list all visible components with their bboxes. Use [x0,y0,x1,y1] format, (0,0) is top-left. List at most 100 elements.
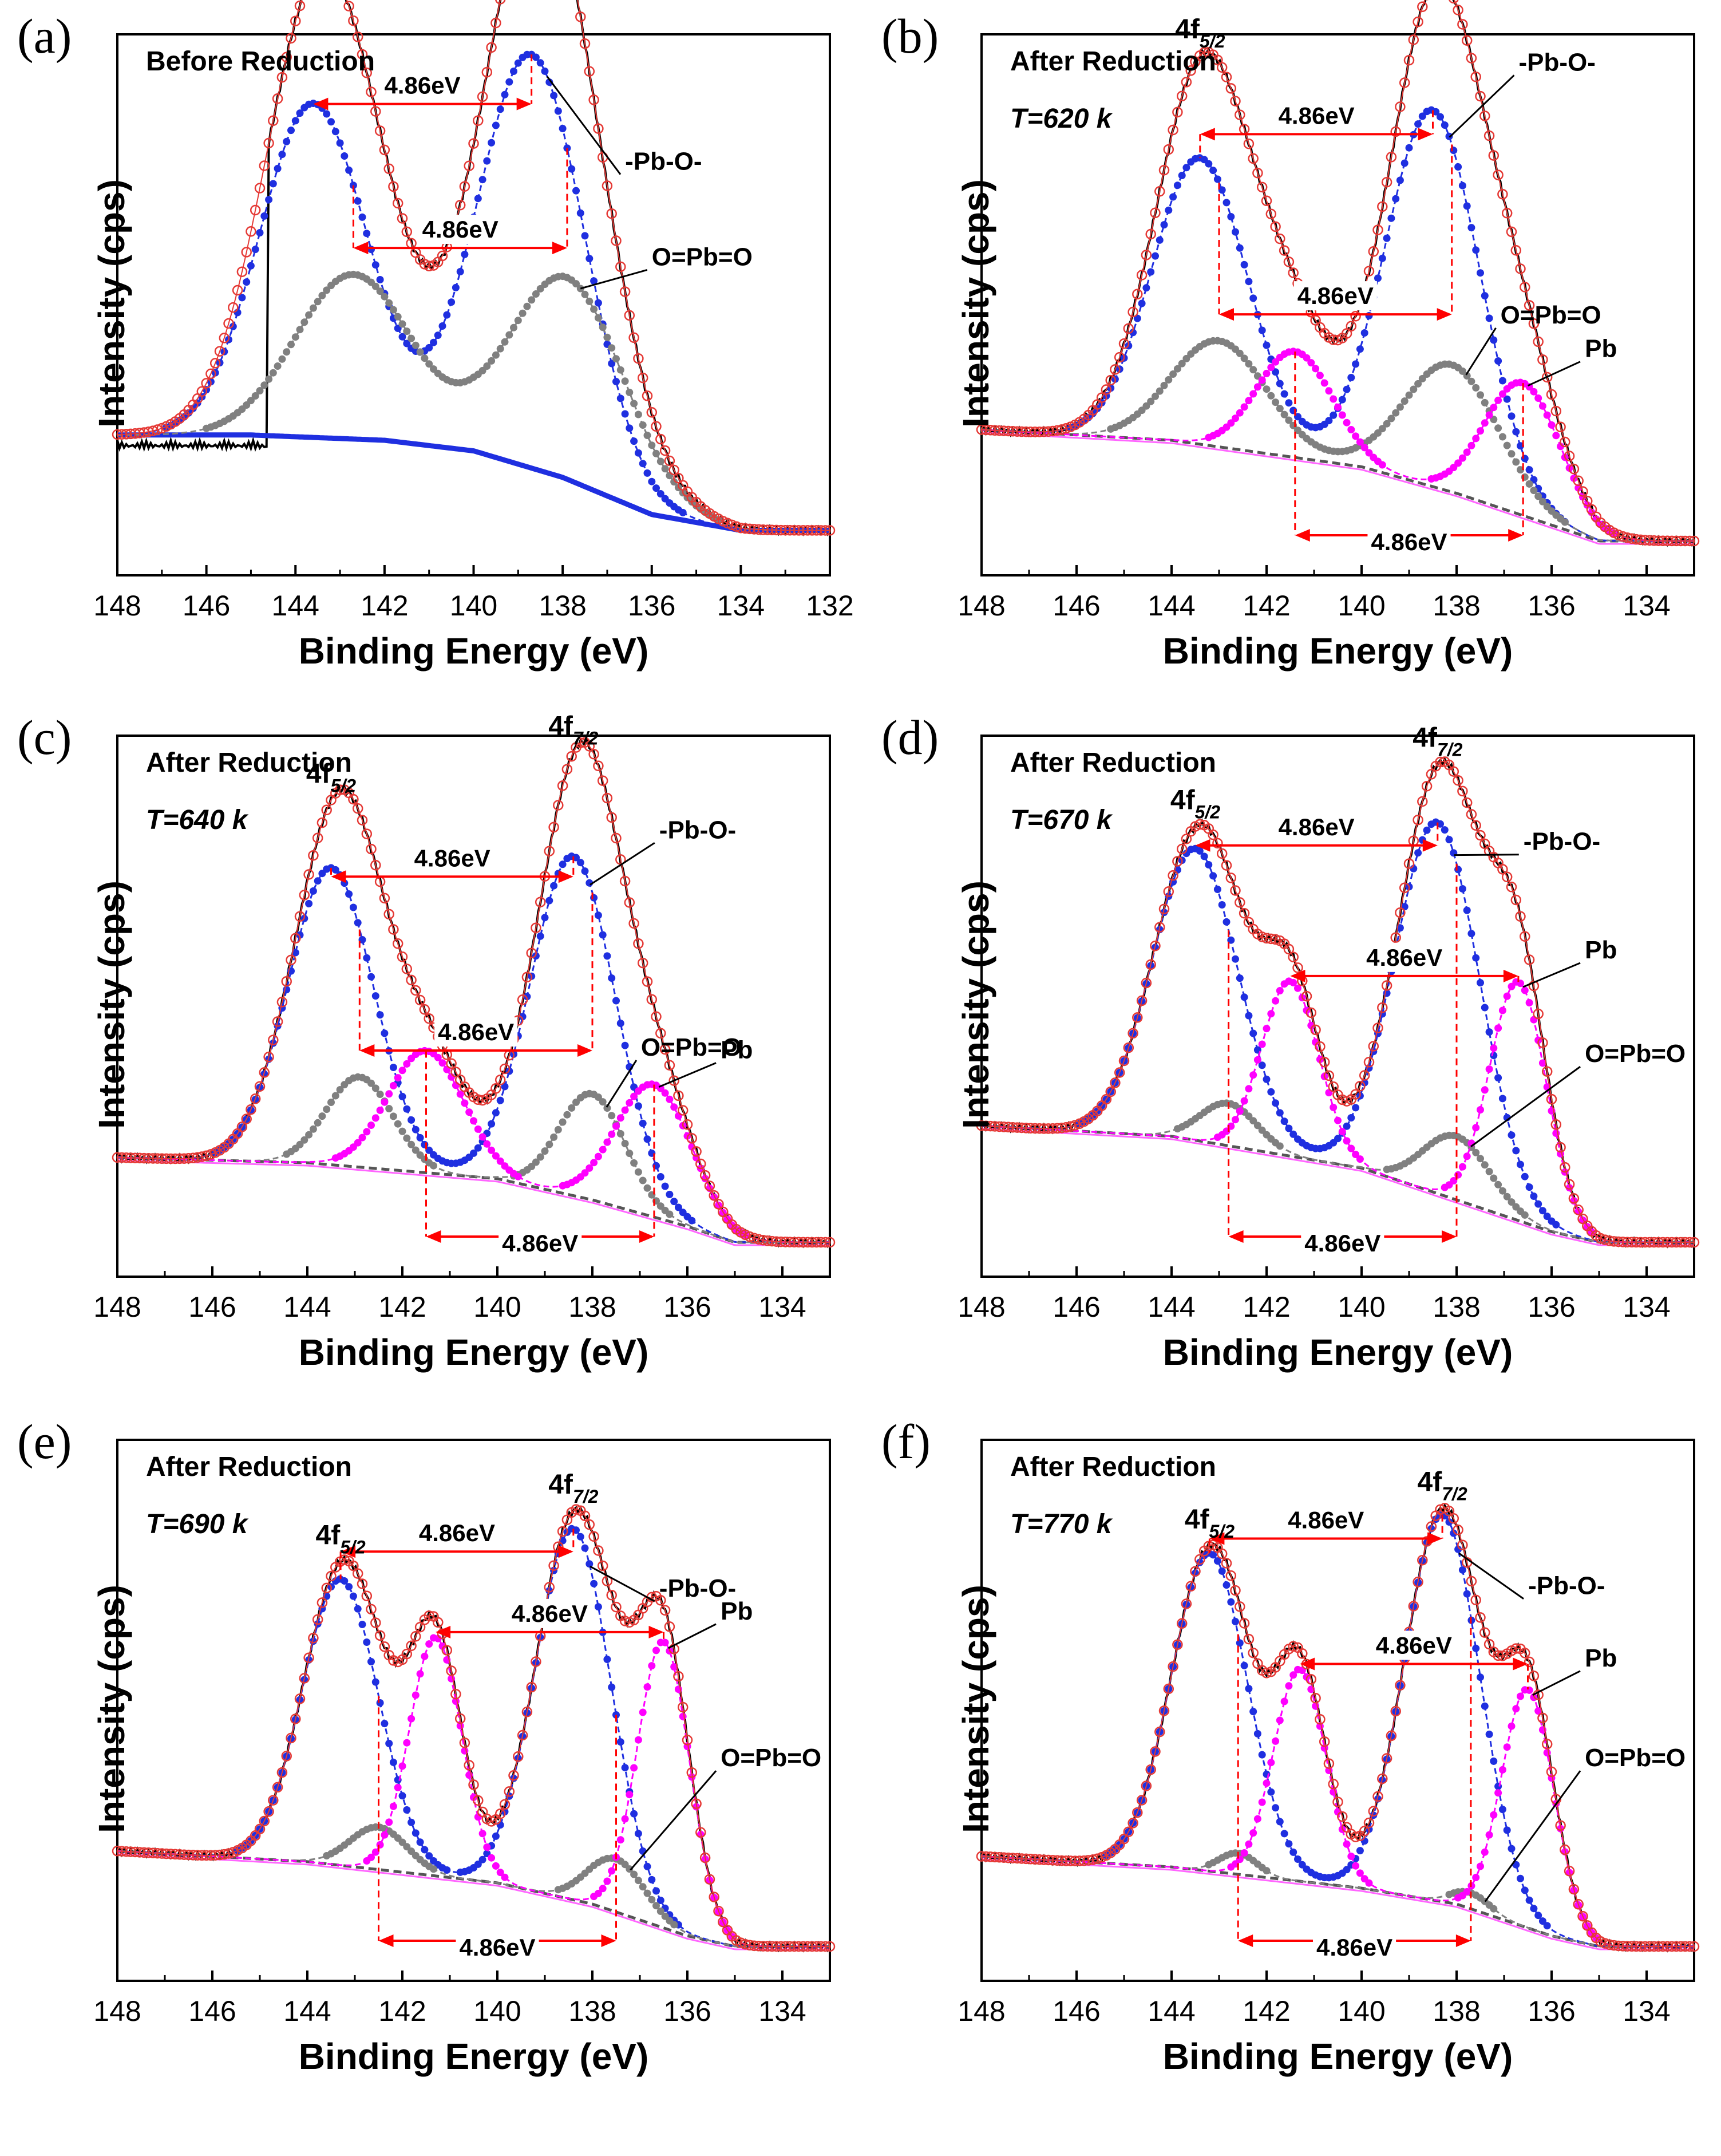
envelope-point [1305,1007,1317,1018]
envelope-point [446,1665,457,1676]
delta-label: 4.86eV [1279,814,1355,840]
component-point [1454,1545,1462,1553]
component-point [1232,955,1239,963]
species-label-pbo: -Pb-O- [625,148,702,176]
component-point [643,1135,651,1143]
delta-label: 4.86eV [438,1018,514,1045]
envelope-point [566,751,577,762]
envelope-point [686,1767,698,1778]
envelope-point [1150,1746,1161,1757]
component-point [661,1638,669,1646]
envelope-point [1573,475,1584,487]
component-point [541,914,549,922]
component-point [1330,1103,1338,1111]
envelope-point [1118,1055,1130,1067]
envelope-point [450,1688,461,1700]
envelope-point [1127,306,1138,318]
component-point [371,992,379,1000]
component-point [545,1140,553,1148]
component-point [1441,826,1449,834]
component-point [1152,392,1159,400]
component-point [430,1162,437,1170]
component-point [403,1105,411,1113]
component-point [238,294,246,302]
component-point [403,1739,411,1747]
plot-svg: 148 146 144 142 140 138 136 134 4.86eV 4.86eV 4.86… [958,1439,1700,2027]
envelope-point [588,1531,599,1542]
envelope-point [1377,1002,1388,1013]
envelope-point [1145,1764,1156,1775]
component-point [1525,1686,1533,1694]
component-point [643,1184,651,1192]
component-point [581,290,589,298]
component-point [274,362,282,370]
component-point [1498,1006,1506,1014]
component-point [1218,1567,1226,1575]
component-point [1498,1187,1506,1195]
delta-label: 4.86eV [384,72,460,99]
delta-arrow-head-left [1219,308,1234,321]
envelope-point [584,1519,595,1530]
envelope-point [606,1590,617,1601]
y-axis-label: Intensity (cps) [91,179,132,428]
component-point [1472,954,1480,962]
component-point [1525,480,1533,488]
envelope-point [1470,820,1481,831]
envelope-point [1230,96,1241,106]
envelope-point [343,1,354,11]
leader-line [1470,1065,1581,1148]
envelope-point [392,938,403,949]
x-tick-label: 138 [568,1291,616,1323]
component-point [666,472,674,480]
x-tick-label: 148 [93,1291,141,1323]
component-point [1160,221,1168,229]
envelope-point [1310,1024,1321,1036]
envelope-point [1101,384,1112,395]
component-point [590,894,598,902]
envelope-point [1132,289,1143,300]
envelope-point [659,1605,671,1616]
species-label-pb: Pb [1585,335,1617,363]
component-point [278,355,286,363]
envelope-point [1123,1826,1134,1837]
envelope-point [1110,1077,1121,1088]
envelope-point [699,1852,711,1863]
component-point [1325,387,1333,395]
component-point [510,68,517,75]
envelope-point [1248,153,1259,164]
envelope-line [117,0,830,531]
envelope-point [232,285,243,296]
component-point [626,1099,634,1107]
panel-title: After Reduction [146,1452,352,1482]
x-axis-label: Binding Energy (eV) [298,630,649,672]
envelope-point [459,1738,470,1748]
component-point [434,331,442,339]
component-point [1508,450,1516,458]
delta-label: 4.86eV [1297,282,1374,309]
envelope-point [1497,864,1508,875]
component-point [1481,1848,1489,1856]
envelope-point [588,749,599,760]
envelope-point [223,318,234,329]
component-point [1267,364,1275,372]
component-point [461,250,469,258]
envelope-line [117,1509,830,1947]
envelope-point [1288,267,1299,278]
component-point [1557,443,1565,451]
component-point [594,314,602,322]
x-tick-label: 146 [1053,1995,1100,2027]
envelope-point [272,1782,283,1793]
component-point [666,1095,674,1103]
delta-arrow-head-left [341,1545,356,1558]
envelope-point [414,994,426,1006]
component-point [1525,1896,1533,1904]
component-point [1490,1044,1498,1052]
component-point [398,1127,406,1135]
envelope-point [481,66,493,78]
peak-label-4f72: 4f7/2 [548,711,598,748]
envelope-point [1176,843,1188,855]
component-point [1240,260,1248,268]
envelope-point [312,832,323,843]
envelope-point [1457,19,1468,30]
component-point [634,1877,642,1885]
